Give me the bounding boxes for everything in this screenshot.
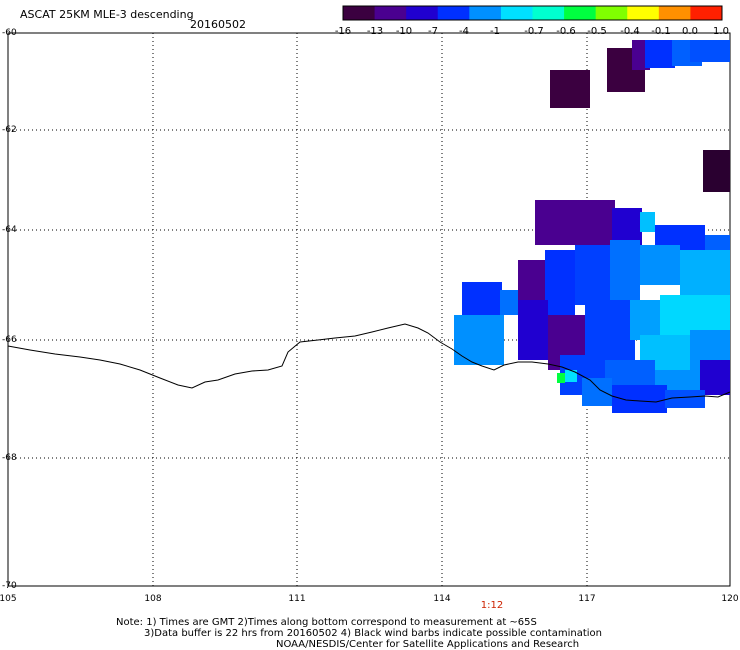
colorbar-label: -0.1 <box>651 26 671 37</box>
colorbar-segment <box>437 6 470 20</box>
note-line-3: NOAA/NESDIS/Center for Satellite Applica… <box>276 639 580 650</box>
wind-cell <box>550 70 590 108</box>
wind-cell <box>462 282 502 317</box>
wind-cell <box>518 300 548 360</box>
wind-cell <box>535 200 615 245</box>
wind-cell <box>665 390 705 408</box>
wind-cell <box>640 245 680 285</box>
wind-cell <box>645 40 675 68</box>
colorbar-label: -1 <box>490 26 500 37</box>
x-tick-label: 105 <box>0 594 17 604</box>
wind-cell <box>565 370 577 382</box>
wind-cell <box>700 360 730 395</box>
coastline <box>7 323 731 403</box>
wind-cell <box>690 40 730 62</box>
note-line-2: 3)Data buffer is 22 hrs from 20160502 4)… <box>144 628 602 639</box>
wind-cell <box>582 378 612 406</box>
y-tick-label: -66 <box>2 335 17 345</box>
colorbar-segment <box>627 6 660 20</box>
colorbar-segment <box>564 6 597 20</box>
colorbar-segment <box>374 6 407 20</box>
colorbar-label: -10 <box>395 26 413 37</box>
colorbar-label: -7 <box>428 26 438 37</box>
colorbar-segment <box>595 6 628 20</box>
colorbar-label: -0.5 <box>587 26 607 37</box>
product-date: 20160502 <box>190 18 246 31</box>
x-tick-label: 111 <box>288 594 306 604</box>
product-title: ASCAT 25KM MLE-3 descending <box>20 8 194 21</box>
x-tick-label: 114 <box>433 594 451 604</box>
y-tick-label: -68 <box>2 453 17 463</box>
wind-cell <box>500 290 518 315</box>
x-tick-label: 117 <box>578 594 596 604</box>
note-line-1: Note: 1) Times are GMT 2)Times along bot… <box>116 617 537 628</box>
wind-cell <box>557 373 565 383</box>
colorbar-segment <box>532 6 565 20</box>
x-tick-label: 108 <box>144 594 162 604</box>
wind-cell <box>612 385 667 413</box>
colorbar-label: 1.0 <box>713 26 729 37</box>
colorbar-label: -4 <box>459 26 469 37</box>
colorbar-label: -0.6 <box>556 26 576 37</box>
colorbar-label: -0.7 <box>524 26 544 37</box>
wind-cell <box>545 250 575 320</box>
colorbar-segment <box>690 6 723 20</box>
wind-cell <box>585 300 635 360</box>
colorbar-label: -13 <box>366 26 384 37</box>
colorbar-frame <box>342 5 723 21</box>
y-tick-label: -70 <box>2 581 17 591</box>
colorbar-label: -0.4 <box>620 26 640 37</box>
y-tick-label: -62 <box>2 125 17 135</box>
wind-cell <box>610 240 640 300</box>
colorbar-segment <box>343 6 376 20</box>
x-tick-label: 120 <box>721 594 739 604</box>
y-tick-label: -60 <box>2 28 17 38</box>
time-label: 1:12 <box>480 600 504 611</box>
colorbar-label: 0.0 <box>682 26 698 37</box>
colorbar-segment <box>469 6 502 20</box>
colorbar-segment <box>406 6 439 20</box>
wind-cell <box>703 150 730 192</box>
colorbar-segment <box>658 6 691 20</box>
wind-cell <box>640 212 655 232</box>
colorbar-segment <box>500 6 533 20</box>
wind-cell <box>680 250 730 300</box>
wind-cell <box>454 315 504 365</box>
colorbar-label: -16 <box>334 26 352 37</box>
y-tick-label: -64 <box>2 225 17 235</box>
